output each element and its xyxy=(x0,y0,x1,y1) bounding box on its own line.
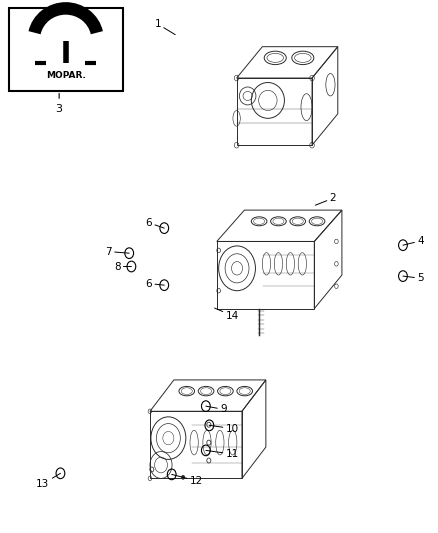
Text: 10: 10 xyxy=(209,424,239,433)
Ellipse shape xyxy=(181,475,185,479)
Text: 5: 5 xyxy=(403,273,424,283)
Text: 11: 11 xyxy=(206,449,239,459)
Text: 6: 6 xyxy=(145,279,164,288)
Text: 6: 6 xyxy=(145,218,164,228)
Text: 13: 13 xyxy=(36,473,60,489)
FancyBboxPatch shape xyxy=(9,8,123,91)
Text: 1: 1 xyxy=(154,19,175,35)
Text: 3: 3 xyxy=(56,93,63,114)
Text: 9: 9 xyxy=(206,405,227,414)
Text: 2: 2 xyxy=(315,193,336,205)
Text: 8: 8 xyxy=(114,262,131,271)
Text: 4: 4 xyxy=(403,236,424,246)
Text: 7: 7 xyxy=(105,247,129,256)
Text: 14: 14 xyxy=(215,308,239,320)
Text: MOPAR.: MOPAR. xyxy=(46,71,86,80)
Text: 12: 12 xyxy=(172,474,203,486)
